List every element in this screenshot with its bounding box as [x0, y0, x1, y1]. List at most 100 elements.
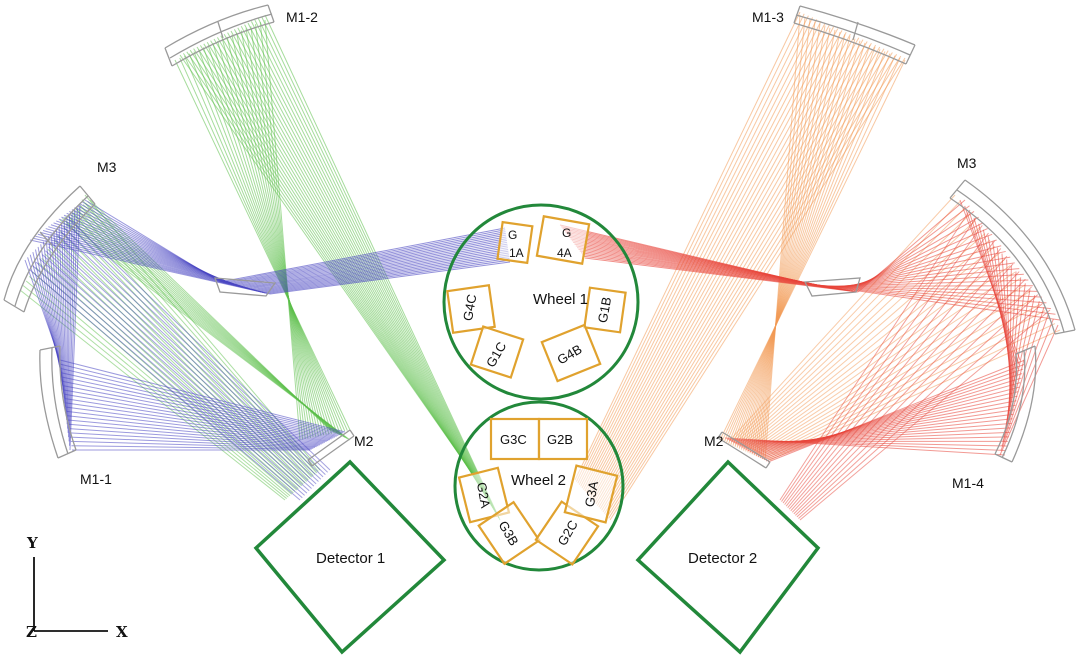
ray-line — [231, 34, 319, 437]
axis-label-y: Y — [26, 534, 38, 552]
ray-line — [63, 385, 336, 438]
grating-g4a[interactable] — [535, 215, 591, 265]
ray-line — [225, 231, 506, 284]
ray-line — [196, 46, 477, 481]
ray-line — [250, 26, 309, 439]
ray-line — [765, 316, 1051, 459]
ray-line — [188, 53, 343, 432]
grating-g1c[interactable] — [469, 325, 525, 379]
ray-line — [761, 373, 1023, 460]
grating-g1b[interactable] — [583, 286, 627, 334]
ray-line — [35, 261, 305, 496]
ray-line — [779, 209, 971, 501]
ray-line — [578, 17, 814, 486]
ray-line — [764, 14, 801, 461]
ray-line — [221, 38, 325, 436]
ray-line — [755, 386, 1020, 456]
ray-line — [787, 248, 1002, 509]
ray-line — [47, 248, 301, 488]
ray-line — [1007, 277, 1022, 419]
ray-line — [264, 19, 301, 441]
ray-line — [25, 280, 289, 498]
label-g3c: G3C — [500, 432, 527, 447]
ray-line — [734, 44, 871, 447]
ray-line — [220, 35, 485, 495]
label-m1-2: M1-2 — [286, 9, 318, 25]
label-m2-left: M2 — [354, 433, 374, 449]
ray-line — [605, 52, 893, 516]
ray-line — [269, 261, 511, 295]
ray-line — [230, 234, 507, 286]
ray-line — [719, 59, 906, 441]
ray-line — [69, 432, 317, 448]
ray-line — [1004, 295, 1036, 433]
fold-mirror-left — [214, 277, 277, 297]
ray-line — [243, 243, 508, 289]
label-g1b: G1B — [595, 296, 614, 324]
grating-g4b[interactable] — [540, 323, 602, 383]
ray-line — [724, 437, 1006, 456]
ray-line — [41, 254, 310, 492]
label-m1-3: M1-3 — [752, 9, 784, 25]
ray-line — [57, 235, 322, 480]
ray-line — [749, 400, 1017, 453]
ray-line — [66, 223, 329, 473]
ray-line — [61, 223, 68, 421]
ray-line — [184, 55, 346, 432]
green-ray-bundle — [19, 14, 501, 521]
label-g2a: G2A — [474, 481, 493, 510]
ray-line — [217, 40, 327, 435]
label-m3-left: M3 — [97, 159, 117, 175]
wheel-1-outline — [442, 203, 640, 401]
ray-line — [739, 226, 981, 446]
ray-line — [29, 239, 271, 295]
ray-line — [65, 402, 329, 442]
ray-line — [606, 54, 898, 518]
ray-line — [219, 227, 506, 283]
label-g1a-bottom: 1A — [509, 246, 524, 260]
ray-line — [222, 229, 506, 284]
ray-line — [575, 13, 805, 482]
mirror-m1-3 — [793, 5, 916, 65]
mirror-m3-left — [3, 185, 96, 313]
ray-line — [781, 217, 977, 502]
ray-line — [721, 57, 901, 442]
ray-line — [48, 246, 315, 487]
ray-line — [574, 11, 801, 481]
ray-line — [48, 236, 65, 399]
ray-line — [585, 26, 835, 494]
ray-line — [67, 215, 71, 433]
ray-line — [767, 359, 1026, 463]
ray-line — [267, 259, 510, 294]
mirror-m1-2 — [164, 4, 275, 67]
ray-line — [259, 22, 304, 440]
ray-line — [68, 212, 73, 438]
ray-line — [733, 207, 966, 443]
ray-line — [799, 309, 1051, 521]
ray-line — [174, 59, 351, 431]
ray-line — [45, 250, 312, 489]
ray-line — [198, 49, 338, 433]
ray-line — [226, 36, 322, 436]
label-g4c: G4C — [460, 293, 479, 322]
ray-line — [793, 278, 1026, 515]
ray-line — [227, 232, 506, 285]
ray-line — [62, 226, 309, 481]
ray-line — [251, 248, 509, 291]
ray-line — [254, 250, 509, 291]
grating-g4c[interactable] — [446, 284, 496, 334]
ray-line — [28, 276, 291, 497]
ray-line — [603, 50, 889, 514]
ray-line — [55, 228, 67, 412]
label-detector-2: Detector 2 — [688, 550, 757, 567]
ray-line — [730, 49, 881, 445]
ray-line — [236, 32, 317, 437]
ray-line — [602, 48, 885, 513]
grating-g2b[interactable] — [537, 417, 589, 461]
ray-line — [743, 36, 851, 451]
grating-g3b[interactable] — [477, 500, 541, 566]
detector-1-outline — [253, 459, 447, 655]
grating-g3a[interactable] — [563, 464, 619, 524]
grating-g1a[interactable] — [496, 220, 534, 265]
ray-line — [577, 15, 809, 484]
